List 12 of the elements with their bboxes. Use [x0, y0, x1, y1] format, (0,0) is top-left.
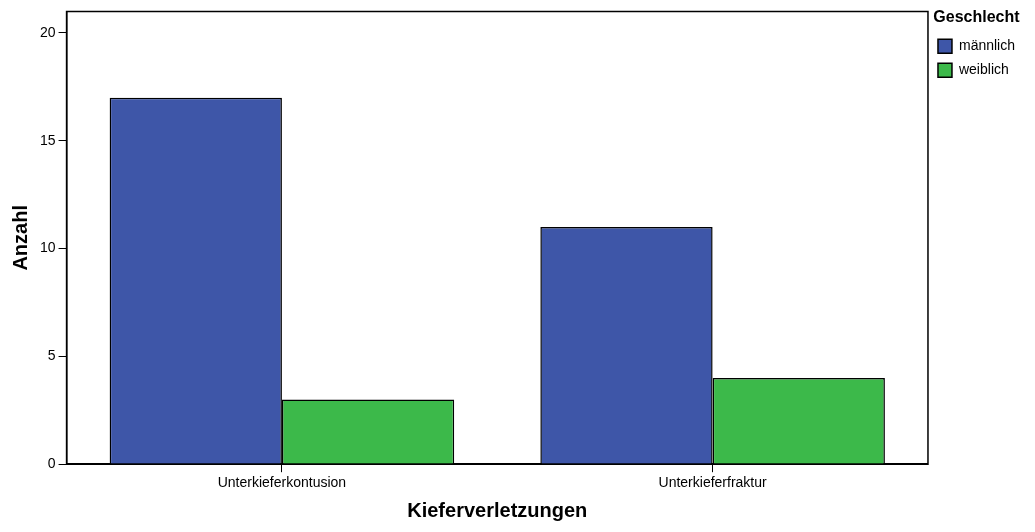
legend-label: weiblich	[957, 61, 1009, 78]
y-axis-title: Anzahl	[8, 205, 31, 271]
y-tick-label: 5	[47, 347, 56, 364]
legend-label: männlich	[958, 37, 1015, 54]
y-tick-label: 15	[39, 131, 56, 148]
legend-title: Geschlecht	[933, 8, 1021, 26]
y-tick-label: 0	[47, 455, 56, 472]
y-tick-label: 10	[39, 239, 56, 256]
y-tick-label: 20	[39, 23, 56, 40]
x-tick-label: Unterkieferfraktur	[658, 474, 768, 491]
x-axis-title: Kieferverletzungen	[407, 498, 588, 521]
x-tick-label: Unterkieferkontusion	[217, 474, 347, 491]
